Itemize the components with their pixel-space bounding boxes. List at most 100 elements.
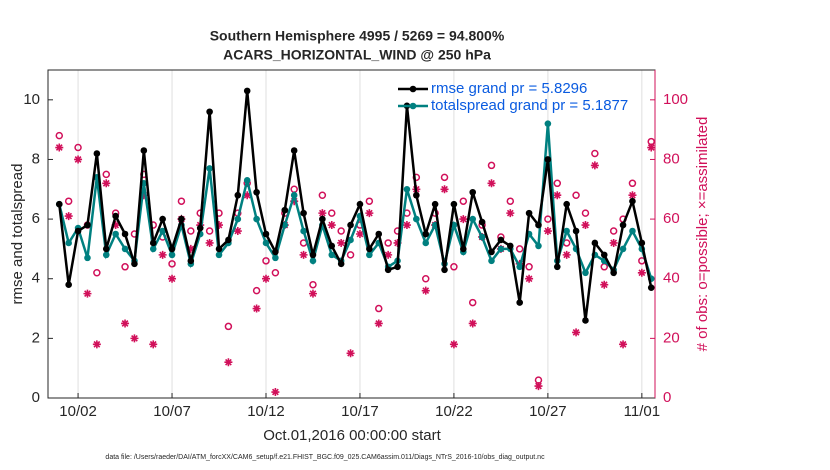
point <box>300 209 307 217</box>
point-assimilated <box>374 319 383 328</box>
point <box>149 245 157 253</box>
point-assimilated <box>215 221 224 230</box>
y2-tick-label: 60 <box>663 210 680 227</box>
point-assimilated <box>224 358 233 367</box>
point-assimilated <box>609 238 618 247</box>
point-assimilated <box>102 179 111 188</box>
point <box>93 150 101 157</box>
point-assimilated <box>543 227 552 236</box>
point <box>582 317 589 324</box>
point-assimilated <box>365 209 374 218</box>
point-assimilated <box>121 319 130 328</box>
point-assimilated <box>506 209 515 218</box>
point <box>84 221 91 229</box>
point-assimilated <box>628 191 637 200</box>
point <box>131 260 138 268</box>
point <box>516 263 523 271</box>
point <box>300 227 307 235</box>
point <box>478 218 486 226</box>
point-assimilated <box>83 289 92 298</box>
point <box>535 242 542 250</box>
point <box>619 221 627 229</box>
point-assimilated <box>487 179 496 188</box>
legend-label: rmse grand pr = 5.8296 <box>431 80 587 97</box>
point <box>140 147 148 154</box>
point-possible <box>525 263 533 271</box>
point <box>356 200 364 208</box>
point-possible <box>121 263 129 271</box>
point-possible <box>487 161 496 170</box>
footnote: data file: /Users/raeder/DAI/ATM_forcXX/… <box>105 454 545 461</box>
point <box>159 215 166 223</box>
legend-marker <box>409 85 417 93</box>
point-assimilated <box>64 212 73 221</box>
point-possible <box>459 197 468 205</box>
point-possible <box>177 197 186 205</box>
point-possible <box>440 173 449 182</box>
point <box>413 191 420 199</box>
y-tick-label: 8 <box>32 150 40 167</box>
series-line <box>58 123 653 280</box>
x-tick-label: 10/27 <box>529 403 567 420</box>
y-tick-label: 10 <box>23 91 40 108</box>
point <box>629 227 636 235</box>
point <box>600 251 608 259</box>
point <box>309 251 317 259</box>
point-possible <box>609 227 618 235</box>
chart-subtitle: ACARS_HORIZONTAL_WIND @ 250 hPa <box>223 47 491 63</box>
point-assimilated <box>572 328 581 337</box>
point-assimilated <box>600 280 609 289</box>
x-tick-label: 10/12 <box>247 403 285 420</box>
point <box>384 266 392 274</box>
point <box>516 299 523 306</box>
point-assimilated <box>337 238 346 247</box>
point-possible <box>553 179 562 188</box>
point-assimilated <box>468 319 477 328</box>
point <box>243 177 251 184</box>
point-assimilated <box>139 191 148 200</box>
point <box>328 251 336 259</box>
point <box>572 227 580 235</box>
point <box>403 185 411 193</box>
plot-area <box>48 70 655 398</box>
x-tick-label: 10/07 <box>153 403 191 420</box>
point-assimilated <box>402 221 411 230</box>
point-possible <box>581 209 590 217</box>
point-assimilated <box>534 382 543 391</box>
point-possible <box>515 245 524 253</box>
x-tick-label: 10/22 <box>435 403 473 420</box>
legend-marker <box>409 102 417 110</box>
point-possible <box>55 131 64 140</box>
point-possible <box>337 227 345 235</box>
point <box>309 257 317 265</box>
point <box>281 221 289 229</box>
point <box>215 245 223 253</box>
point-assimilated <box>111 221 120 230</box>
point <box>478 233 486 241</box>
point-assimilated <box>205 238 214 247</box>
point <box>460 245 467 253</box>
point <box>497 245 505 253</box>
point-possible <box>74 143 82 152</box>
point-possible <box>102 170 111 179</box>
x-axis-label: Oct.01,2016 00:00:00 start <box>263 427 441 444</box>
point-possible <box>168 260 176 268</box>
point-possible <box>271 269 280 277</box>
y2-tick-label: 100 <box>663 91 688 108</box>
point <box>488 257 495 265</box>
point-assimilated <box>384 250 393 259</box>
point <box>610 269 617 277</box>
point-assimilated <box>440 185 449 194</box>
point-possible <box>450 263 458 271</box>
point-assimilated <box>299 250 308 259</box>
point-possible <box>262 257 270 265</box>
point-possible <box>365 197 374 205</box>
point <box>121 245 129 253</box>
point-assimilated <box>149 340 158 349</box>
point <box>290 191 298 199</box>
point <box>262 230 270 238</box>
point <box>366 251 373 259</box>
y-tick-label: 4 <box>32 270 40 287</box>
point <box>225 236 232 244</box>
y2-tick-label: 40 <box>663 270 680 287</box>
